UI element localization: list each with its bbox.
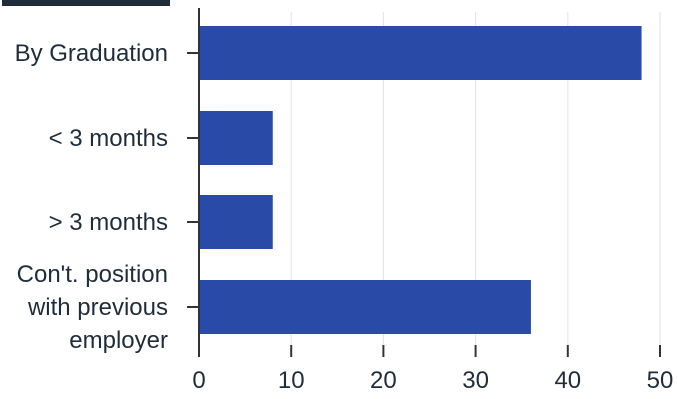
x-tick-label-10: 10 [278, 367, 305, 394]
x-tick-label-0: 0 [192, 367, 205, 394]
bar-1 [199, 111, 273, 165]
category-labels: By Graduation < 3 months > 3 months Con't. … [15, 40, 168, 354]
x-axis: 0 10 20 30 40 50 [192, 345, 673, 394]
category-label-2-line-0: > 3 months [49, 209, 168, 236]
category-label-3-line-0: Con't. position [17, 261, 168, 288]
bar-2 [199, 195, 273, 249]
x-tick-label-20: 20 [370, 367, 397, 394]
bars [199, 26, 642, 334]
category-label-3-line-2: employer [69, 327, 168, 354]
category-label-0-line-0: By Graduation [15, 40, 168, 67]
y-axis [187, 8, 200, 355]
x-tick-label-30: 30 [462, 367, 489, 394]
bar-0 [199, 26, 642, 80]
category-label-3-line-1: with previous [27, 294, 168, 321]
x-tick-label-40: 40 [554, 367, 581, 394]
bar-3 [199, 280, 531, 334]
partial-title-mark [2, 0, 170, 6]
x-tick-label-50: 50 [647, 367, 674, 394]
chart-title-fragment [2, 0, 170, 6]
category-label-1-line-0: < 3 months [49, 125, 168, 152]
